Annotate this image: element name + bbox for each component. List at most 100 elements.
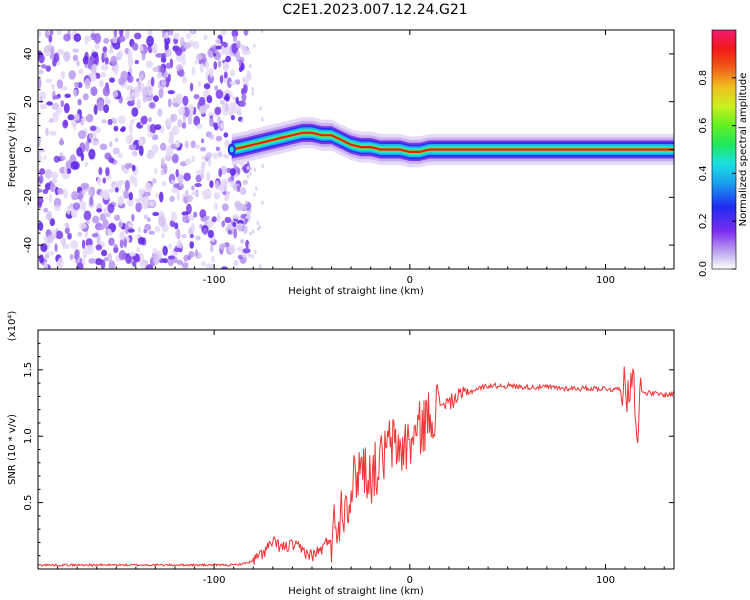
noise-speckle <box>62 188 68 199</box>
noise-speckle <box>145 60 154 68</box>
spectrogram-x-tick-label: 100 <box>596 275 615 286</box>
noise-speckle <box>173 32 180 40</box>
noise-speckle <box>249 64 252 69</box>
noise-speckle <box>108 157 115 164</box>
noise-speckle <box>221 203 229 212</box>
noise-speckle <box>167 90 175 95</box>
noise-speckle <box>216 212 221 224</box>
noise-speckle <box>123 237 127 248</box>
noise-speckle <box>158 215 166 227</box>
noise-speckle <box>242 224 248 235</box>
noise-speckle <box>57 257 64 269</box>
noise-speckle <box>91 215 100 224</box>
noise-speckle <box>104 152 112 160</box>
noise-speckle <box>203 215 210 220</box>
noise-speckle <box>153 95 159 102</box>
spectrogram-y-tick-label: -20 <box>23 189 34 205</box>
noise-speckle <box>46 101 53 106</box>
noise-speckle <box>138 145 144 157</box>
noise-speckle <box>153 168 158 175</box>
noise-speckle <box>97 225 105 231</box>
noise-speckle <box>206 171 211 182</box>
noise-speckle <box>239 187 247 196</box>
noise-speckle <box>165 62 172 69</box>
noise-speckle <box>53 155 60 163</box>
noise-speckle <box>85 113 94 123</box>
spectrogram-x-axis-label: Height of straight line (km) <box>288 286 424 297</box>
noise-speckle <box>209 47 214 52</box>
noise-speckle <box>246 165 250 170</box>
noise-speckle <box>136 78 140 83</box>
noise-speckle <box>73 88 78 98</box>
noise-speckle <box>189 241 195 249</box>
noise-speckle <box>109 141 113 148</box>
noise-speckle <box>82 201 87 213</box>
noise-speckle <box>204 61 210 70</box>
noise-speckle <box>117 152 123 159</box>
noise-speckle <box>182 75 187 84</box>
noise-speckle <box>233 227 238 239</box>
noise-speckle <box>61 172 70 180</box>
noise-speckle <box>117 35 126 43</box>
noise-speckle <box>215 180 220 190</box>
noise-speckle <box>136 98 141 110</box>
noise-speckle <box>114 137 119 143</box>
spectrogram-y-tick-label: 40 <box>23 48 34 61</box>
noise-speckle <box>117 179 125 186</box>
noise-speckle <box>117 195 124 206</box>
noise-speckle <box>132 42 139 51</box>
noise-speckle <box>67 114 75 121</box>
noise-speckle <box>63 33 71 42</box>
snr-x-tick-label: -100 <box>203 575 226 586</box>
noise-speckle <box>69 203 75 210</box>
snr-x-axis-label: Height of straight line (km) <box>288 586 424 597</box>
noise-speckle <box>103 207 107 215</box>
noise-speckle <box>40 243 48 253</box>
snr-y-tick-label: 1.0 <box>23 428 34 444</box>
noise-speckle <box>147 30 153 38</box>
snr-x-tick-label: 0 <box>407 575 413 586</box>
noise-speckle <box>217 151 223 158</box>
noise-speckle <box>48 130 57 136</box>
noise-speckle <box>219 74 224 84</box>
noise-speckle <box>154 225 161 233</box>
noise-speckle <box>149 123 157 134</box>
noise-speckle <box>229 91 233 99</box>
noise-speckle <box>223 132 229 138</box>
snr-y-tick-label: 1.5 <box>23 362 34 378</box>
noise-speckle <box>150 76 155 87</box>
noise-speckle <box>72 122 77 131</box>
noise-speckle <box>221 220 226 228</box>
noise-speckle <box>162 258 169 264</box>
noise-speckle <box>181 211 189 216</box>
noise-speckle <box>237 222 244 232</box>
noise-speckle <box>207 219 214 228</box>
noise-speckle <box>102 218 109 229</box>
noise-speckle <box>94 43 100 50</box>
noise-speckle <box>48 118 54 124</box>
noise-speckle <box>188 251 195 258</box>
noise-speckle <box>46 210 52 221</box>
noise-speckle <box>231 30 239 38</box>
noise-speckle <box>128 192 134 201</box>
noise-speckle <box>243 30 249 36</box>
noise-speckle <box>84 78 91 89</box>
noise-speckle <box>143 214 148 220</box>
noise-speckle <box>148 117 152 123</box>
noise-speckle <box>73 33 82 43</box>
colorbar-tick-label: 0.4 <box>698 165 709 181</box>
noise-speckle <box>85 238 93 248</box>
noise-speckle <box>167 73 171 83</box>
noise-speckle <box>229 168 236 176</box>
noise-speckle <box>217 60 222 68</box>
chart-title: C2E1.2023.007.12.24.G21 <box>282 2 468 18</box>
noise-speckle <box>41 64 47 69</box>
noise-speckle <box>249 171 252 176</box>
noise-speckle <box>88 148 96 160</box>
noise-speckle <box>90 72 97 82</box>
noise-speckle <box>78 190 83 202</box>
noise-speckle <box>113 246 119 254</box>
snr-line-group <box>38 366 674 568</box>
noise-speckle <box>236 219 244 225</box>
noise-speckle <box>47 251 55 256</box>
